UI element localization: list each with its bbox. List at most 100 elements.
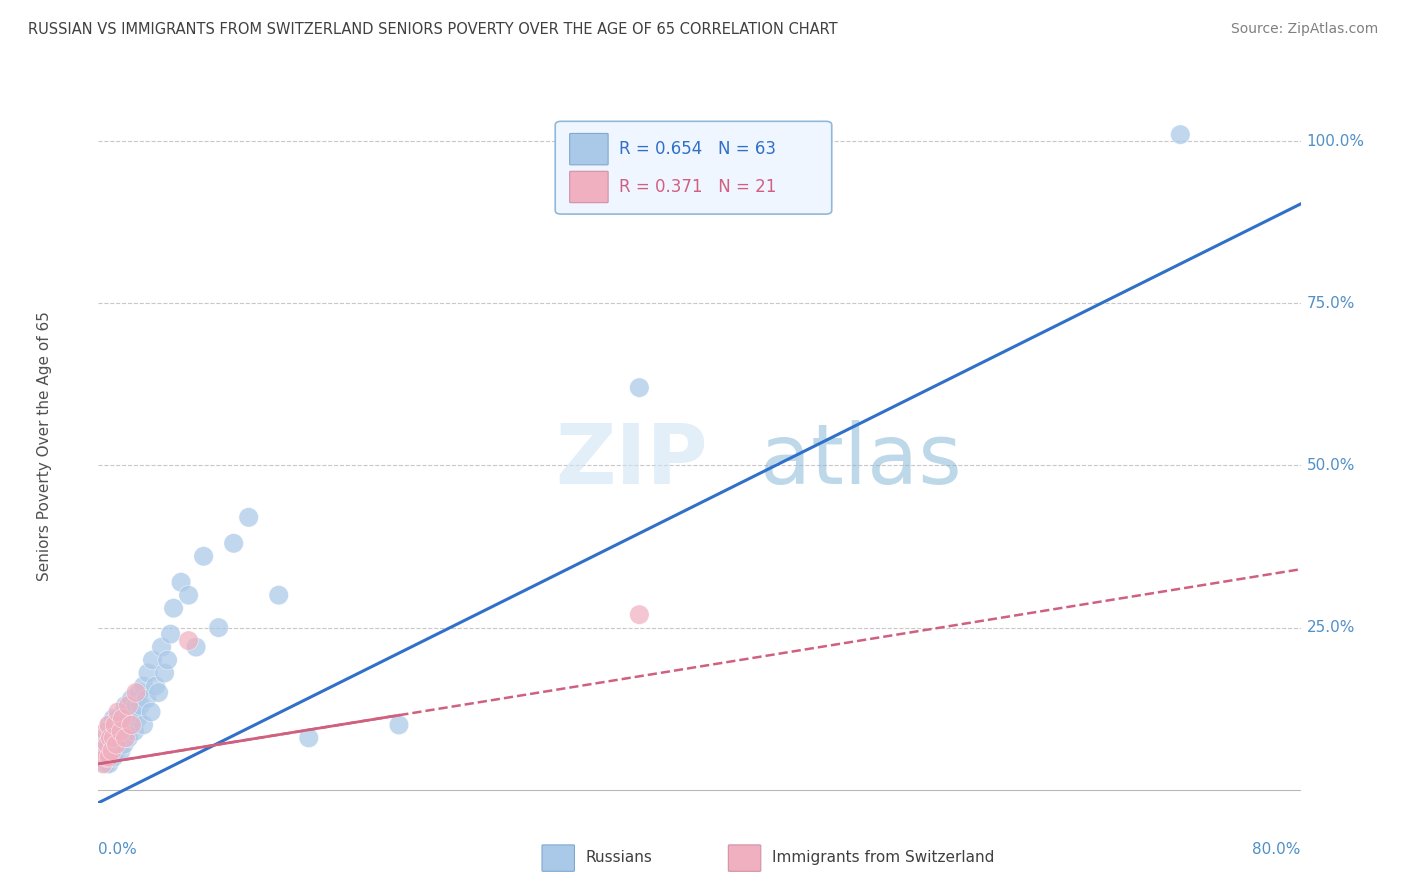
Ellipse shape: [112, 709, 132, 728]
Ellipse shape: [141, 702, 160, 722]
Ellipse shape: [111, 741, 131, 761]
Ellipse shape: [269, 585, 288, 605]
Ellipse shape: [134, 715, 153, 735]
Ellipse shape: [122, 690, 141, 709]
Ellipse shape: [179, 585, 198, 605]
Ellipse shape: [163, 599, 183, 618]
Ellipse shape: [155, 664, 174, 682]
Ellipse shape: [172, 573, 191, 592]
Ellipse shape: [107, 735, 127, 754]
Ellipse shape: [97, 735, 117, 754]
Ellipse shape: [239, 508, 259, 527]
Ellipse shape: [103, 741, 122, 761]
Ellipse shape: [129, 682, 149, 702]
Ellipse shape: [131, 696, 150, 715]
Ellipse shape: [389, 715, 409, 735]
Ellipse shape: [125, 722, 145, 741]
FancyBboxPatch shape: [569, 134, 609, 165]
Ellipse shape: [146, 676, 166, 696]
Ellipse shape: [105, 715, 125, 735]
Ellipse shape: [101, 728, 120, 747]
Ellipse shape: [104, 709, 124, 728]
Ellipse shape: [115, 722, 135, 741]
Ellipse shape: [630, 378, 650, 397]
Ellipse shape: [118, 696, 138, 715]
Ellipse shape: [160, 624, 180, 644]
Ellipse shape: [108, 702, 128, 722]
Ellipse shape: [118, 702, 138, 722]
Text: Source: ZipAtlas.com: Source: ZipAtlas.com: [1230, 22, 1378, 37]
Ellipse shape: [110, 728, 129, 747]
Ellipse shape: [100, 747, 118, 767]
Ellipse shape: [96, 754, 115, 773]
Text: R = 0.371   N = 21: R = 0.371 N = 21: [619, 178, 776, 196]
Ellipse shape: [187, 638, 205, 657]
Ellipse shape: [104, 728, 124, 747]
Text: 80.0%: 80.0%: [1253, 842, 1301, 857]
Text: 75.0%: 75.0%: [1306, 296, 1355, 310]
Ellipse shape: [299, 728, 319, 747]
Ellipse shape: [194, 547, 214, 566]
Ellipse shape: [117, 715, 136, 735]
Text: 100.0%: 100.0%: [1306, 134, 1365, 149]
Text: atlas: atlas: [759, 420, 962, 500]
Ellipse shape: [96, 747, 115, 767]
Ellipse shape: [105, 735, 125, 754]
Ellipse shape: [209, 618, 228, 638]
FancyBboxPatch shape: [569, 171, 609, 202]
Ellipse shape: [105, 715, 125, 735]
Ellipse shape: [112, 728, 132, 747]
Ellipse shape: [122, 715, 141, 735]
Ellipse shape: [134, 676, 153, 696]
Ellipse shape: [107, 741, 127, 761]
Ellipse shape: [100, 735, 118, 754]
Ellipse shape: [114, 702, 134, 722]
Ellipse shape: [103, 722, 122, 741]
FancyBboxPatch shape: [728, 845, 761, 871]
Ellipse shape: [115, 728, 135, 747]
Text: Russians: Russians: [585, 850, 652, 865]
Ellipse shape: [100, 715, 118, 735]
Text: R = 0.654   N = 63: R = 0.654 N = 63: [619, 140, 776, 158]
Ellipse shape: [111, 722, 131, 741]
Ellipse shape: [100, 715, 118, 735]
Ellipse shape: [111, 715, 131, 735]
Ellipse shape: [138, 664, 157, 682]
Ellipse shape: [143, 650, 162, 670]
Ellipse shape: [101, 728, 120, 747]
Ellipse shape: [115, 696, 135, 715]
Ellipse shape: [127, 696, 146, 715]
Text: Immigrants from Switzerland: Immigrants from Switzerland: [772, 850, 994, 865]
Ellipse shape: [93, 754, 112, 773]
Ellipse shape: [118, 728, 138, 747]
Ellipse shape: [128, 709, 148, 728]
Ellipse shape: [100, 754, 118, 773]
Ellipse shape: [96, 741, 115, 761]
Text: Seniors Poverty Over the Age of 65: Seniors Poverty Over the Age of 65: [37, 311, 52, 581]
Ellipse shape: [127, 682, 146, 702]
Ellipse shape: [94, 741, 114, 761]
Ellipse shape: [114, 735, 134, 754]
Ellipse shape: [108, 735, 128, 754]
Ellipse shape: [136, 690, 156, 709]
Ellipse shape: [1171, 125, 1189, 145]
Text: RUSSIAN VS IMMIGRANTS FROM SWITZERLAND SENIORS POVERTY OVER THE AGE OF 65 CORREL: RUSSIAN VS IMMIGRANTS FROM SWITZERLAND S…: [28, 22, 838, 37]
Ellipse shape: [124, 702, 143, 722]
Text: 0.0%: 0.0%: [98, 842, 138, 857]
Ellipse shape: [104, 728, 124, 747]
Ellipse shape: [108, 709, 128, 728]
FancyBboxPatch shape: [541, 845, 575, 871]
Text: 25.0%: 25.0%: [1306, 620, 1355, 635]
Text: ZIP: ZIP: [555, 420, 707, 500]
Ellipse shape: [103, 741, 122, 761]
Ellipse shape: [630, 605, 650, 624]
Ellipse shape: [96, 728, 115, 747]
Ellipse shape: [224, 533, 243, 553]
Ellipse shape: [157, 650, 177, 670]
Ellipse shape: [122, 715, 141, 735]
Ellipse shape: [107, 722, 127, 741]
Ellipse shape: [101, 747, 120, 767]
Ellipse shape: [149, 682, 169, 702]
Ellipse shape: [152, 638, 172, 657]
Text: 50.0%: 50.0%: [1306, 458, 1355, 473]
